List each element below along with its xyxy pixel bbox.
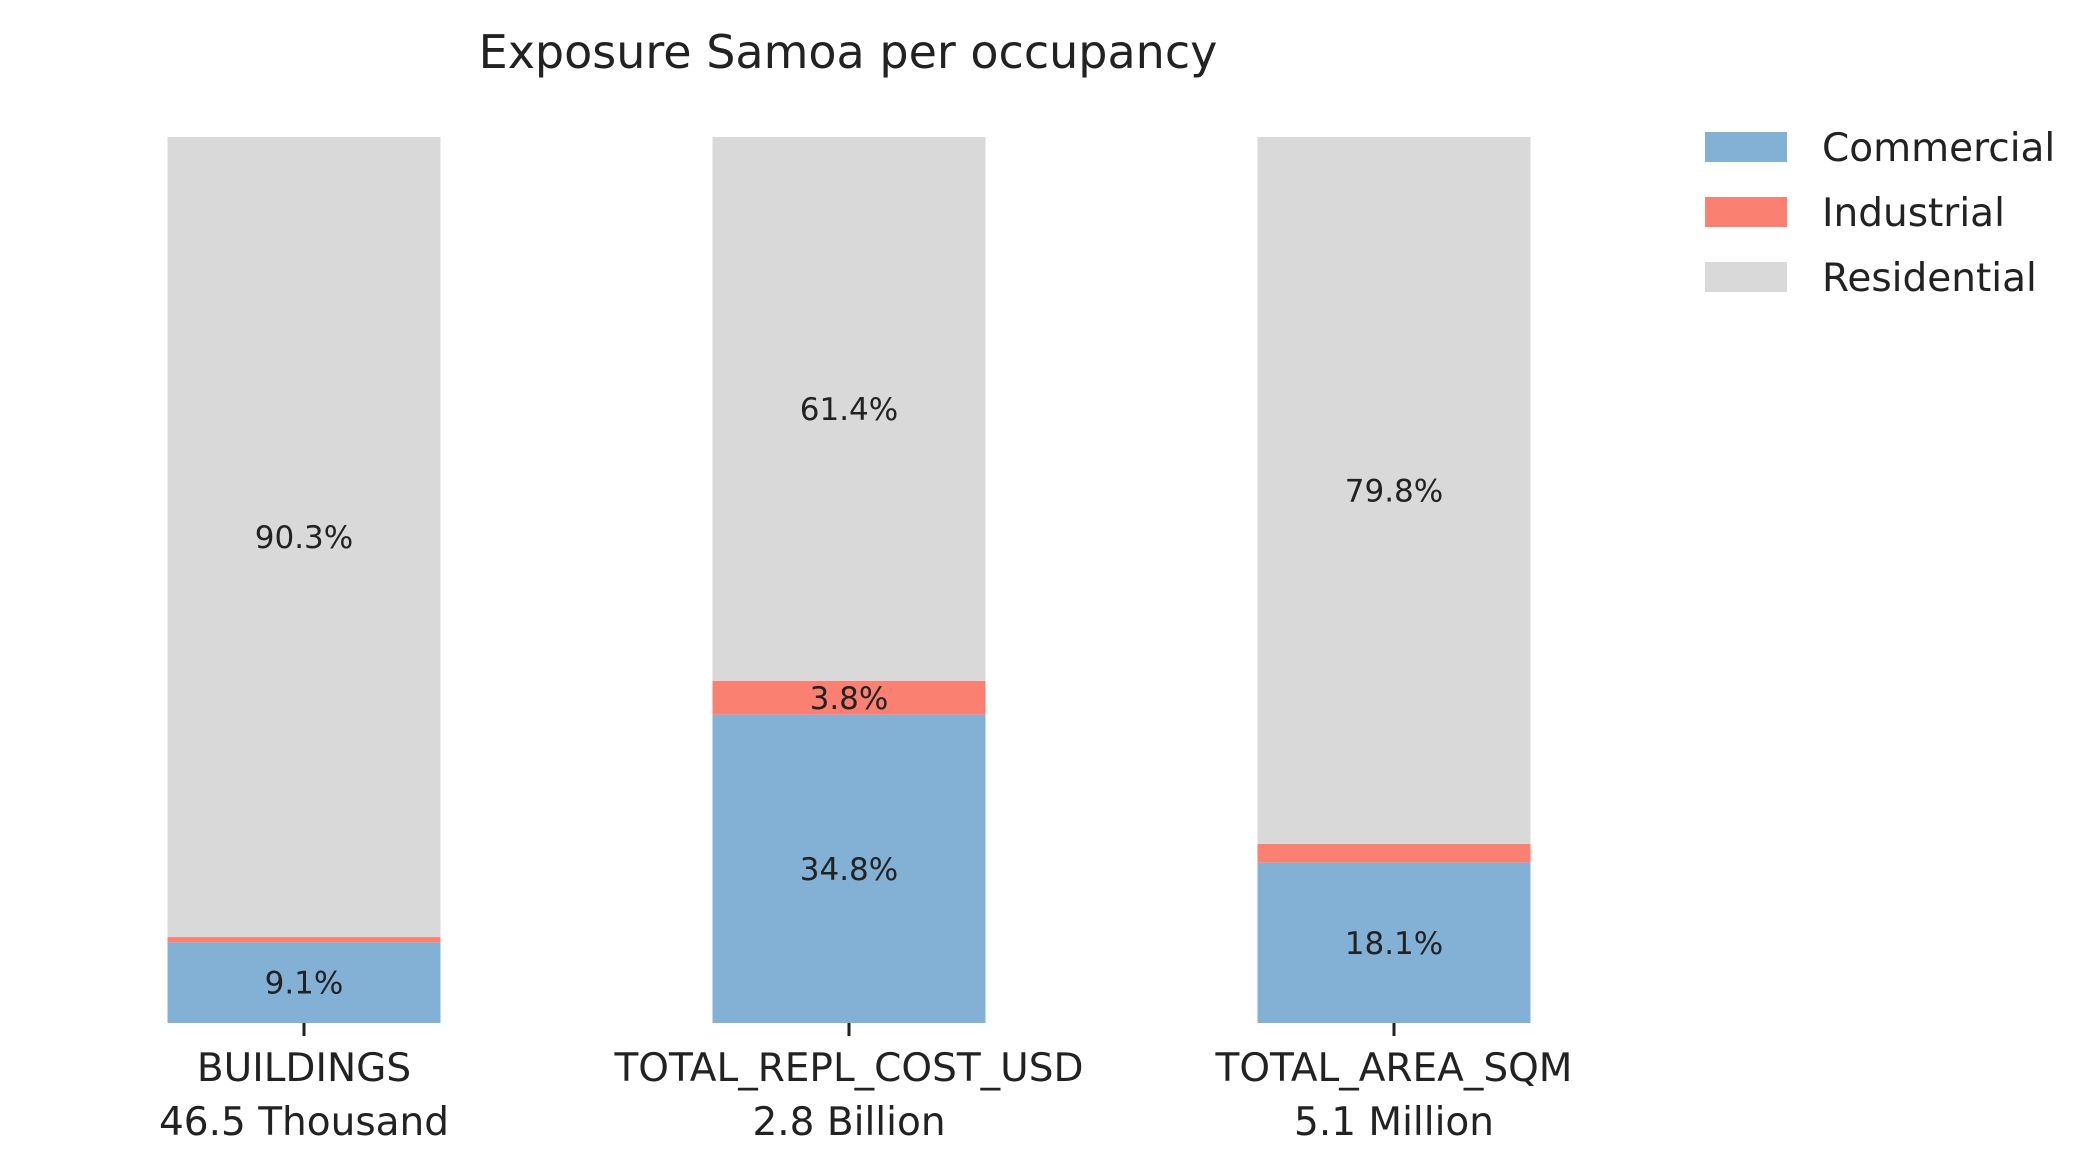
bars-group <box>167 137 1531 1023</box>
x-tick-total: 2.8 Billion <box>752 1100 945 1145</box>
bar-commercial-total_repl_cost_usd <box>712 714 986 1023</box>
bar-industrial-total_area_sqm <box>1257 844 1531 863</box>
bar-residential-total_repl_cost_usd <box>712 137 986 682</box>
x-tick-total: 46.5 Thousand <box>159 1100 449 1145</box>
legend-swatch-industrial <box>1705 197 1787 227</box>
legend-swatch-residential <box>1705 262 1787 292</box>
legend-label-industrial: Industrial <box>1822 191 2005 236</box>
bar-residential-total_area_sqm <box>1257 137 1531 845</box>
x-tick-label: TOTAL_REPL_COST_USD <box>613 1046 1083 1091</box>
bar-residential-buildings <box>167 137 441 938</box>
x-tick-label: BUILDINGS <box>197 1046 411 1091</box>
data-label: 34.8% <box>800 852 898 888</box>
data-label: 9.1% <box>265 966 344 1002</box>
data-label: 90.3% <box>255 520 353 556</box>
bar-industrial-total_repl_cost_usd <box>712 681 986 715</box>
legend-label-commercial: Commercial <box>1822 126 2055 171</box>
x-tick-label: TOTAL_AREA_SQM <box>1215 1046 1573 1091</box>
legend-label-residential: Residential <box>1822 256 2037 301</box>
bar-commercial-buildings <box>167 942 441 1023</box>
bar-commercial-total_area_sqm <box>1257 862 1531 1023</box>
bar-labels-group: 9.1% 90.3% 34.8% 3.8% 61.4% 18.1% 79.8% <box>255 392 1443 1002</box>
data-label: 61.4% <box>800 392 898 428</box>
bar-industrial-buildings <box>167 937 441 943</box>
x-tick-total: 5.1 Million <box>1294 1100 1494 1145</box>
data-label: 79.8% <box>1345 474 1443 510</box>
legend: Commercial Industrial Residential <box>1705 126 2055 301</box>
data-label: 18.1% <box>1345 926 1443 962</box>
legend-swatch-commercial <box>1705 132 1787 162</box>
chart-title: Exposure Samoa per occupancy <box>479 25 1218 79</box>
data-label: 3.8% <box>810 681 889 717</box>
x-axis: BUILDINGS 46.5 Thousand TOTAL_REPL_COST_US… <box>159 1023 1572 1145</box>
